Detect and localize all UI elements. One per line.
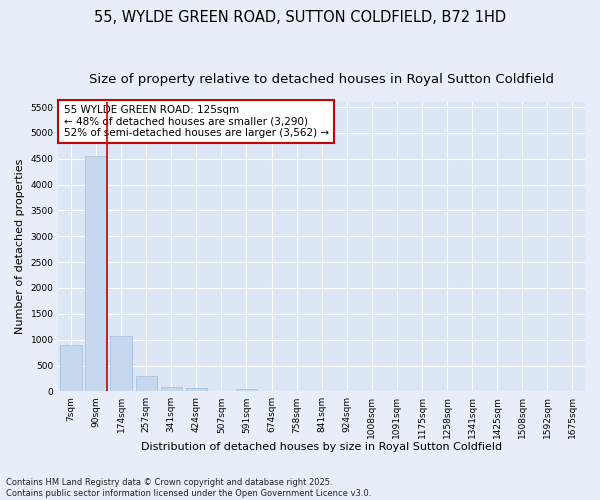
Text: Contains HM Land Registry data © Crown copyright and database right 2025.
Contai: Contains HM Land Registry data © Crown c…	[6, 478, 371, 498]
Bar	[185, 388, 207, 392]
Bar	[60, 345, 82, 392]
Bar	[161, 387, 182, 392]
X-axis label: Distribution of detached houses by size in Royal Sutton Coldfield: Distribution of detached houses by size …	[141, 442, 502, 452]
Bar	[110, 336, 132, 392]
Bar	[85, 156, 107, 392]
Bar	[236, 388, 257, 392]
Title: Size of property relative to detached houses in Royal Sutton Coldfield: Size of property relative to detached ho…	[89, 72, 554, 86]
Y-axis label: Number of detached properties: Number of detached properties	[15, 159, 25, 334]
Text: 55, WYLDE GREEN ROAD, SUTTON COLDFIELD, B72 1HD: 55, WYLDE GREEN ROAD, SUTTON COLDFIELD, …	[94, 10, 506, 25]
Bar	[136, 376, 157, 392]
Text: 55 WYLDE GREEN ROAD: 125sqm
← 48% of detached houses are smaller (3,290)
52% of : 55 WYLDE GREEN ROAD: 125sqm ← 48% of det…	[64, 105, 329, 138]
